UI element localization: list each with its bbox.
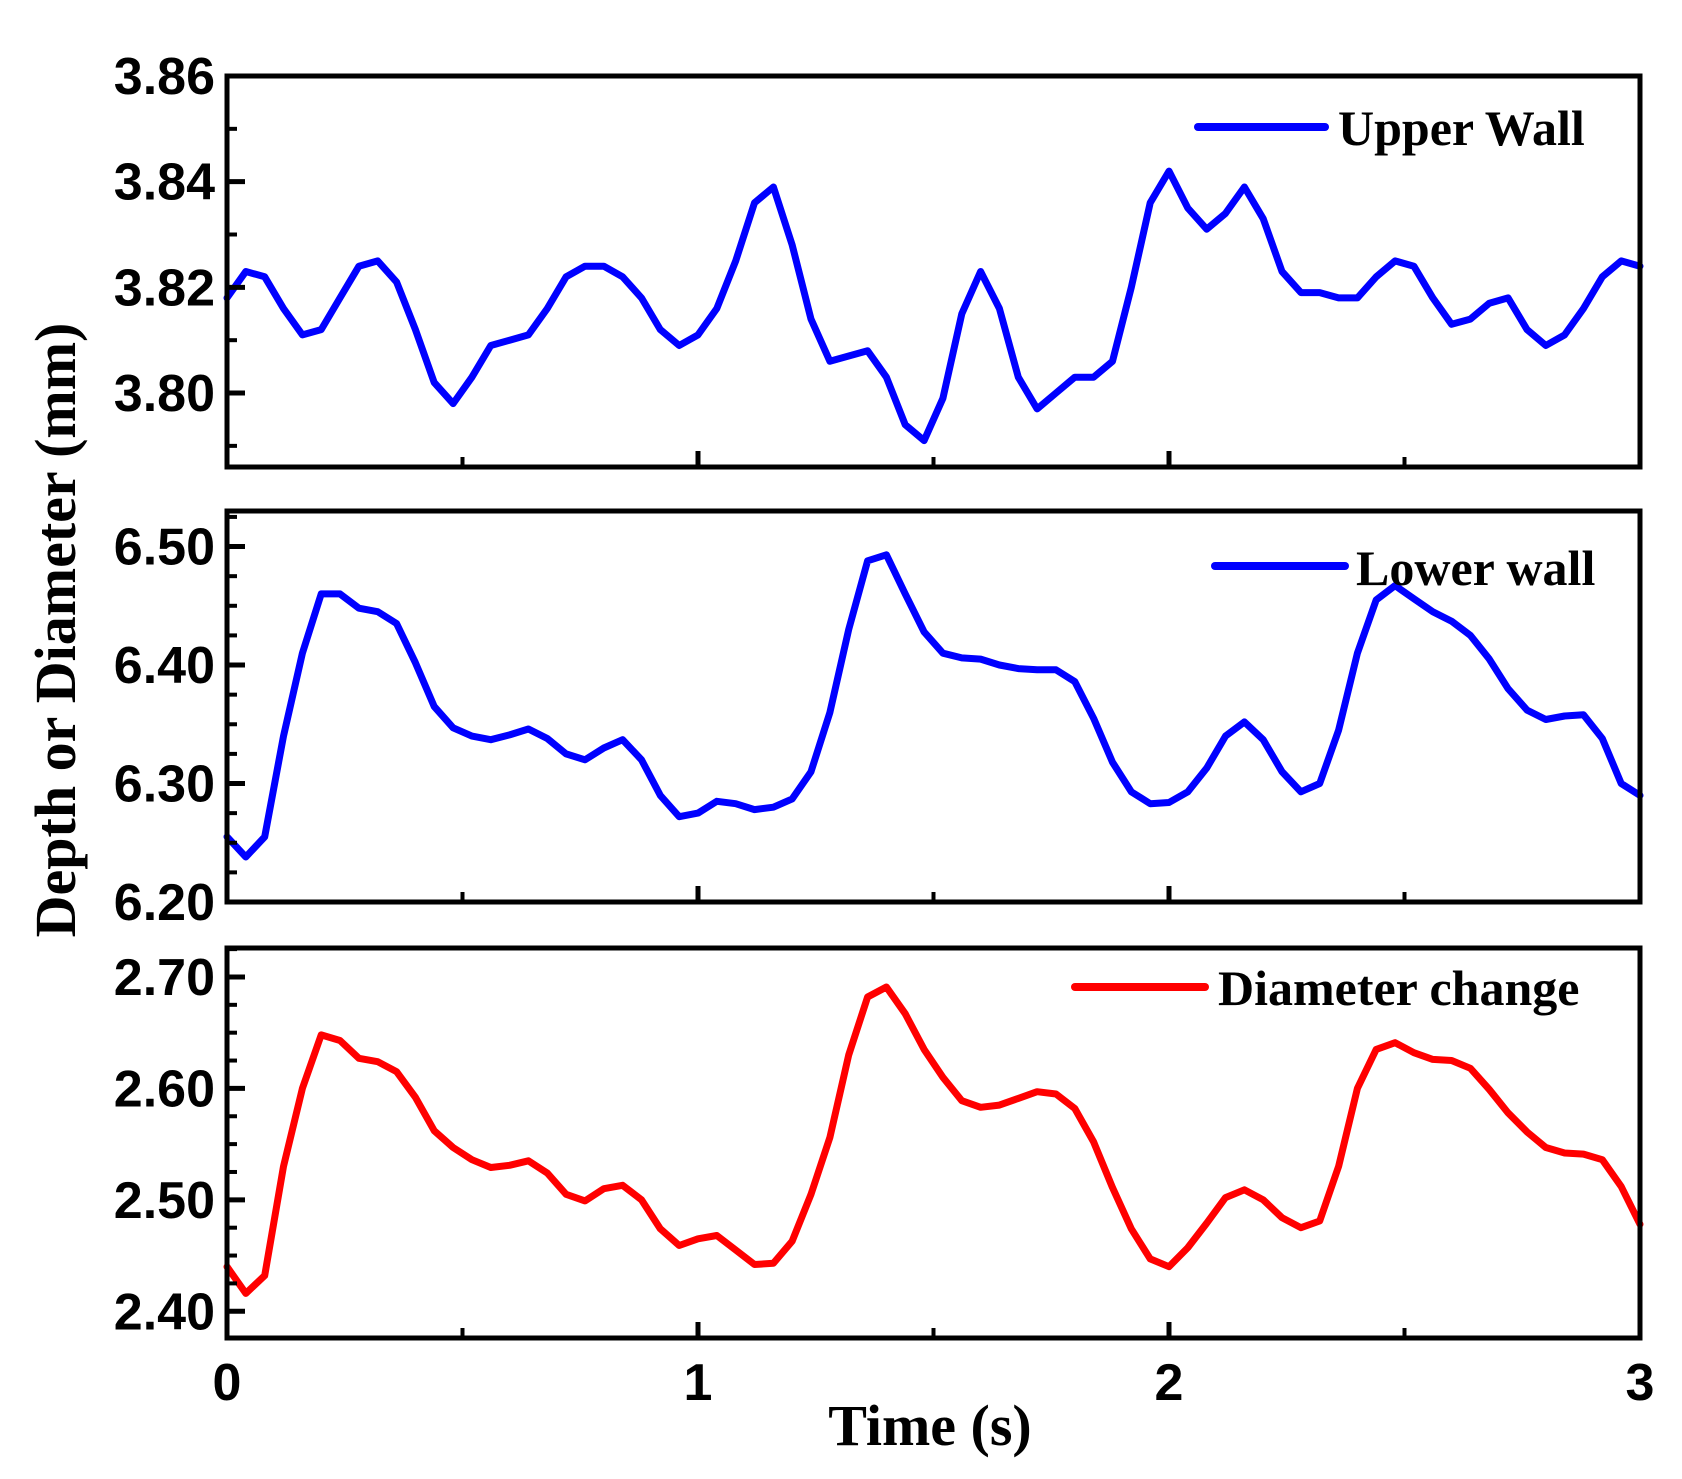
x-axis-title: Time (s) <box>828 1393 1032 1458</box>
legend-diameter: Diameter change <box>1071 960 1579 1016</box>
legend-lower: Lower wall <box>1211 540 1595 596</box>
series-line-lower <box>223 551 1644 861</box>
x-tick-label: 0 <box>213 1354 242 1412</box>
y-tick-label: 2.60 <box>114 1060 215 1118</box>
y-tick-label: 2.40 <box>114 1283 215 1341</box>
x-tick-label: 1 <box>684 1354 713 1412</box>
panel-diameter: 2.40 2.50 2.60 2.70 Diameter change <box>114 945 1644 1341</box>
y-tick-label: 3.84 <box>114 154 215 212</box>
x-tick-label: 3 <box>1626 1354 1655 1412</box>
y-axis-title: Depth or Diameter (mm) <box>23 323 88 938</box>
y-tick-label: 6.50 <box>114 519 215 577</box>
y-tick-label: 3.82 <box>114 259 215 317</box>
y-tick-label: 6.20 <box>114 874 215 932</box>
x-axis: 0 1 2 3 <box>213 1354 1655 1412</box>
legend-label-upper: Upper Wall <box>1338 100 1585 156</box>
series-line-upper <box>223 167 1644 445</box>
y-tick-label: 6.30 <box>114 756 215 814</box>
legend-label-diameter: Diameter change <box>1218 960 1579 1016</box>
y-tick-label: 6.40 <box>114 637 215 695</box>
panel-lower: 6.20 6.30 6.40 6.50 Lower wall <box>114 508 1644 932</box>
y-tick-label: 3.80 <box>114 365 215 423</box>
panel-upper: 3.80 3.82 3.84 3.86 Upper Wall <box>114 48 1644 470</box>
x-tick-label: 2 <box>1155 1354 1184 1412</box>
series-line-diameter <box>223 983 1644 1297</box>
y-tick-label: 2.70 <box>114 949 215 1007</box>
y-tick-label: 3.86 <box>114 48 215 106</box>
legend-label-lower: Lower wall <box>1356 540 1595 596</box>
legend-upper: Upper Wall <box>1194 100 1585 156</box>
y-tick-label: 2.50 <box>114 1172 215 1230</box>
